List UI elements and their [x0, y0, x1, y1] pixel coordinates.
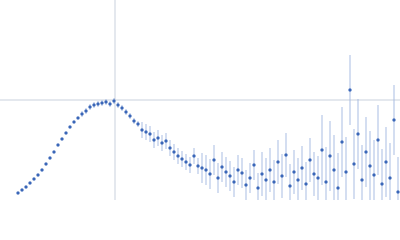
data-point [20, 188, 24, 192]
data-point [172, 150, 176, 154]
chart [0, 0, 400, 200]
data-point [16, 191, 20, 195]
data-point [36, 173, 40, 177]
data-point [60, 137, 64, 141]
data-point [120, 106, 124, 110]
data-point [268, 168, 272, 172]
data-point [64, 131, 68, 135]
data-point [68, 125, 72, 129]
data-point [128, 114, 132, 118]
data-point [244, 183, 248, 187]
data-point [360, 178, 364, 182]
data-point [236, 168, 240, 172]
data-point [88, 105, 92, 109]
data-point [340, 140, 344, 144]
data-point [148, 132, 152, 136]
data-point [368, 164, 372, 168]
data-point [316, 176, 320, 180]
data-point [288, 184, 292, 188]
data-point [308, 158, 312, 162]
data-point [216, 176, 220, 180]
data-point [44, 162, 48, 166]
data-point [152, 138, 156, 142]
data-point [304, 182, 308, 186]
data-point [176, 154, 180, 158]
data-point [140, 128, 144, 132]
data-point [396, 190, 400, 194]
data-point [80, 112, 84, 116]
data-point [252, 163, 256, 167]
data-point [24, 185, 28, 189]
data-point [232, 180, 236, 184]
data-point [192, 154, 196, 158]
data-point [272, 180, 276, 184]
data-point [324, 180, 328, 184]
data-point [92, 103, 96, 107]
data-point [52, 150, 56, 154]
data-point [284, 153, 288, 157]
data-point [164, 139, 168, 143]
data-point [240, 171, 244, 175]
data-point [264, 178, 268, 182]
data-point [132, 119, 136, 123]
data-point [352, 162, 356, 166]
data-point [372, 173, 376, 177]
data-point [108, 102, 112, 106]
data-point [156, 136, 160, 140]
data-point [100, 101, 104, 105]
data-point [220, 165, 224, 169]
data-point [160, 141, 164, 145]
data-point [344, 170, 348, 174]
data-point [28, 181, 32, 185]
data-point [348, 88, 352, 92]
data-point [356, 132, 360, 136]
data-point [144, 130, 148, 134]
data-point [124, 110, 128, 114]
data-point [392, 118, 396, 122]
data-point [48, 156, 52, 160]
data-point [72, 120, 76, 124]
data-point [208, 172, 212, 176]
data-point [76, 116, 80, 120]
data-point [296, 178, 300, 182]
data-point [168, 146, 172, 150]
data-point [276, 160, 280, 164]
data-point [292, 170, 296, 174]
data-point [256, 186, 260, 190]
data-point [196, 164, 200, 168]
data-point [184, 160, 188, 164]
data-point [84, 109, 88, 113]
data-point [188, 163, 192, 167]
data-point [336, 186, 340, 190]
data-point [228, 174, 232, 178]
data-point [320, 148, 324, 152]
data-point [364, 150, 368, 154]
data-point [376, 138, 380, 142]
data-point [104, 100, 108, 104]
data-point [328, 154, 332, 158]
data-point [96, 102, 100, 106]
data-point [300, 166, 304, 170]
data-point [116, 103, 120, 107]
data-point [332, 168, 336, 172]
data-point [40, 168, 44, 172]
data-point [180, 157, 184, 161]
data-point [32, 177, 36, 181]
data-point [388, 176, 392, 180]
data-point [212, 158, 216, 162]
data-point [200, 166, 204, 170]
data-point [248, 176, 252, 180]
data-point [312, 172, 316, 176]
data-point [380, 182, 384, 186]
data-point [204, 168, 208, 172]
data-point [112, 99, 116, 103]
data-point [224, 170, 228, 174]
data-point [280, 174, 284, 178]
data-point [136, 122, 140, 126]
data-point [260, 172, 264, 176]
data-point [384, 160, 388, 164]
data-point [56, 143, 60, 147]
